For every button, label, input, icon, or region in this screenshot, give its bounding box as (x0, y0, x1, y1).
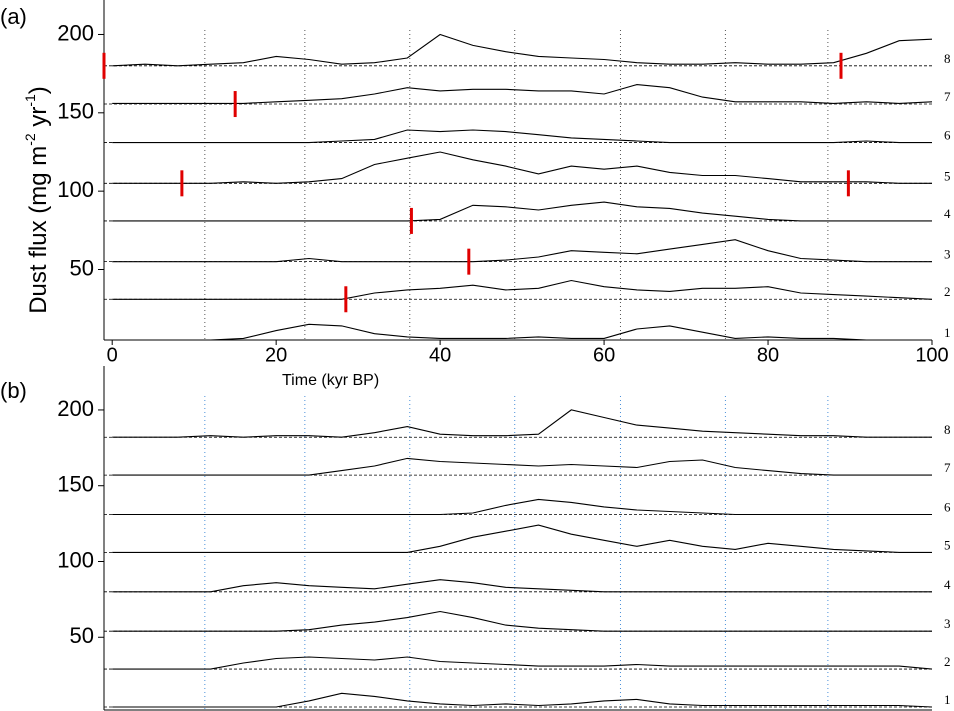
data-line (112, 524, 932, 553)
data-line (112, 84, 933, 104)
series-label: 7 (944, 460, 951, 475)
series-label: 2 (944, 284, 951, 299)
series-label: 3 (944, 616, 951, 631)
y-axis-title-part: -2 (22, 133, 38, 146)
x-tick-label: 20 (265, 344, 287, 366)
y-axis-title-part: yr (25, 107, 52, 134)
y-tick-label: 50 (70, 255, 94, 280)
series-label: 8 (944, 422, 951, 437)
data-line (112, 151, 932, 184)
y-tick-label: 100 (57, 547, 94, 572)
series-label: 8 (944, 51, 951, 66)
data-line (112, 656, 933, 670)
series-label: 3 (944, 247, 951, 262)
y-tick-label: 200 (57, 396, 94, 421)
series-label: 2 (944, 654, 951, 669)
data-line (112, 33, 933, 67)
data-line (112, 323, 932, 341)
data-line (112, 409, 932, 438)
series-label: 6 (944, 128, 951, 143)
y-tick-label: 150 (57, 472, 94, 497)
series-label: 5 (944, 168, 951, 183)
data-line (112, 239, 932, 263)
data-line (112, 692, 933, 708)
y-tick-label: 100 (57, 177, 94, 202)
x-tick-label: 0 (107, 344, 118, 366)
data-line (112, 457, 932, 476)
y-tick-label: 150 (57, 99, 94, 124)
data-line (112, 279, 933, 300)
series-label: 1 (944, 325, 951, 340)
data-line (112, 610, 932, 632)
series-label: 4 (944, 577, 951, 592)
x-tick-label: 80 (757, 344, 779, 366)
y-tick-label: 200 (57, 20, 94, 45)
x-tick-label: 40 (429, 344, 451, 366)
y-axis-title-part: -1 (22, 94, 38, 107)
data-line (112, 498, 932, 516)
y-axis-title: Dust flux (mg m-2 yr-1) (22, 86, 53, 314)
y-axis-title-part: Dust flux (mg m (25, 146, 52, 314)
x-tick-label: 60 (593, 344, 615, 366)
series-label: 7 (944, 89, 951, 104)
series-label: 1 (944, 692, 951, 707)
x-axis-title: Time (kyr BP) (282, 372, 379, 389)
panel-label: (b) (0, 378, 27, 403)
y-tick-label: 50 (70, 623, 94, 648)
panel-label: (a) (0, 4, 27, 29)
data-line (112, 201, 932, 222)
series-label: 4 (944, 206, 951, 221)
y-axis-title-part: ) (25, 86, 52, 94)
x-tick-label: 100 (915, 344, 948, 366)
data-line (112, 579, 932, 593)
series-label: 5 (944, 537, 951, 552)
series-label: 6 (944, 499, 951, 514)
data-line (112, 129, 932, 144)
